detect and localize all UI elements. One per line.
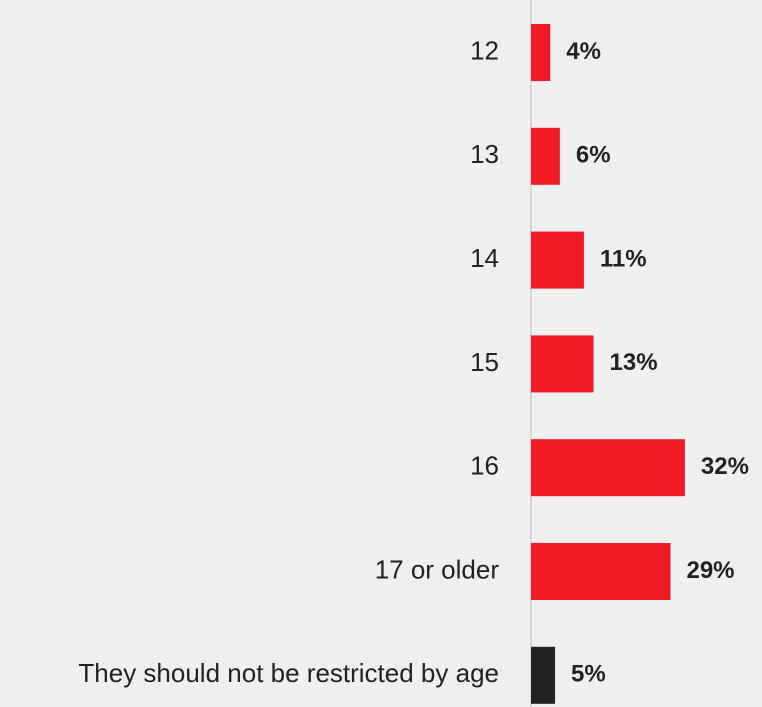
bar-they-should-not-be-restricted-by-age	[531, 646, 556, 704]
bar-16	[531, 439, 685, 497]
bar-15	[531, 335, 594, 393]
bars-group: 12 4% 13 6% 14 11% 15 13% 16 32% 17 or older 29% The…	[78, 24, 749, 704]
value-label-15: 13%	[610, 349, 658, 376]
bar-14	[531, 231, 584, 289]
bar-12	[531, 24, 551, 81]
category-label-16: 16	[470, 451, 499, 481]
bar-13	[531, 127, 560, 185]
category-label-they-should-not-be-restricted-by-age: They should not be restricted by age	[78, 658, 499, 688]
value-label-17-or-older: 29%	[686, 557, 734, 584]
value-label-they-should-not-be-restricted-by-age: 5%	[571, 661, 606, 688]
category-label-12: 12	[470, 35, 499, 65]
category-label-14: 14	[470, 243, 499, 273]
category-label-17-or-older: 17 or older	[375, 554, 500, 584]
bar-17-or-older	[531, 543, 671, 600]
value-label-16: 32%	[701, 453, 749, 480]
value-label-14: 11%	[600, 245, 647, 272]
value-label-13: 6%	[576, 142, 611, 169]
category-label-15: 15	[470, 347, 499, 377]
value-label-12: 4%	[566, 38, 601, 65]
category-label-13: 13	[470, 139, 499, 169]
